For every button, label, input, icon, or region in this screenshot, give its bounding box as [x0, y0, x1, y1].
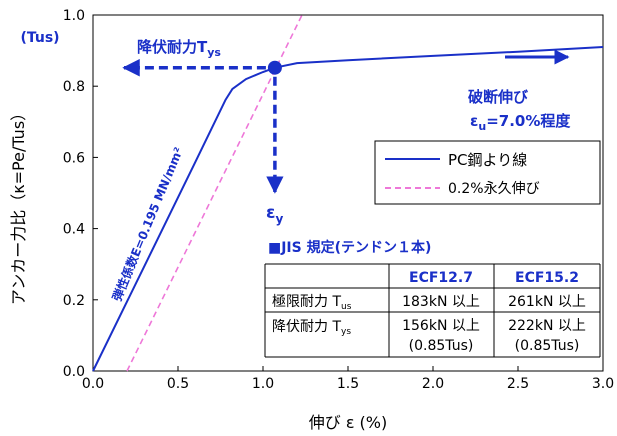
table-cell: (0.85Tus) [515, 338, 580, 354]
legend-box [374, 140, 601, 205]
y-tick-label: 0.0 [63, 364, 85, 380]
table-header-ecf127: ECF12.7 [409, 270, 473, 286]
table-cell: (0.85Tus) [409, 338, 474, 354]
table-cell: 222kN 以上 [508, 318, 586, 334]
x-tick-label: 3.0 [592, 376, 614, 392]
y-tick-label: 0.4 [63, 222, 85, 238]
x-tick-label: 0.5 [167, 376, 189, 392]
legend: PC鋼より線 0.2%永久伸び [374, 140, 601, 205]
table-cell: 261kN 以上 [508, 294, 586, 310]
eps-y-label: εy [266, 203, 283, 226]
elastic-modulus-label: 弾性係数E=0.195 MN/mm² [109, 145, 186, 303]
x-tick-label: 2.0 [422, 376, 444, 392]
x-tick-label: 1.5 [337, 376, 359, 392]
yield-point-marker [267, 60, 282, 75]
yield-label: 降伏耐力Tys [137, 38, 221, 59]
series-line-pc-strand [92, 46, 604, 372]
y-axis-label: アンカー力比（κ=Pe/Tus） [9, 105, 28, 305]
table-row-ultimate-label: 極限耐力 Tus [272, 294, 352, 312]
x-axis-label: 伸び ε (%) [309, 413, 388, 432]
y-tick-label: 0.6 [63, 150, 85, 166]
table-header-ecf152: ECF15.2 [515, 270, 579, 286]
y-tick-label: 1.0 [63, 8, 85, 24]
x-tick-label: 0.0 [82, 376, 104, 392]
jis-table: ■JIS 規定(テンドン１本) ECF12.7 ECF15.2 極限耐力 Tus… [264, 239, 601, 358]
axis-ticks: 0.0 0.5 1.0 1.5 2.0 2.5 3.0 0.0 0.2 0.4 0.6 0.8 1.0 [63, 8, 614, 392]
jis-table-bg [265, 264, 600, 357]
table-cell: 183kN 以上 [402, 294, 480, 310]
legend-label-offset: 0.2%永久伸び [448, 181, 540, 197]
legend-label-pc: PC鋼より線 [448, 151, 527, 169]
y-axis-unit-note: (Tus) [20, 30, 59, 46]
break-label: 破断伸び [468, 88, 528, 106]
table-cell: 156kN 以上 [402, 318, 480, 334]
jis-table-title: ■JIS 規定(テンドン１本) [268, 239, 431, 256]
x-tick-label: 1.0 [252, 376, 274, 392]
table-row-yield-label: 降伏耐力 Tys [272, 319, 351, 337]
y-tick-label: 0.2 [63, 293, 85, 309]
eps-u-label: εu=7.0%程度 [470, 112, 571, 133]
y-tick-label: 0.8 [63, 79, 85, 95]
x-tick-label: 2.5 [507, 376, 529, 392]
